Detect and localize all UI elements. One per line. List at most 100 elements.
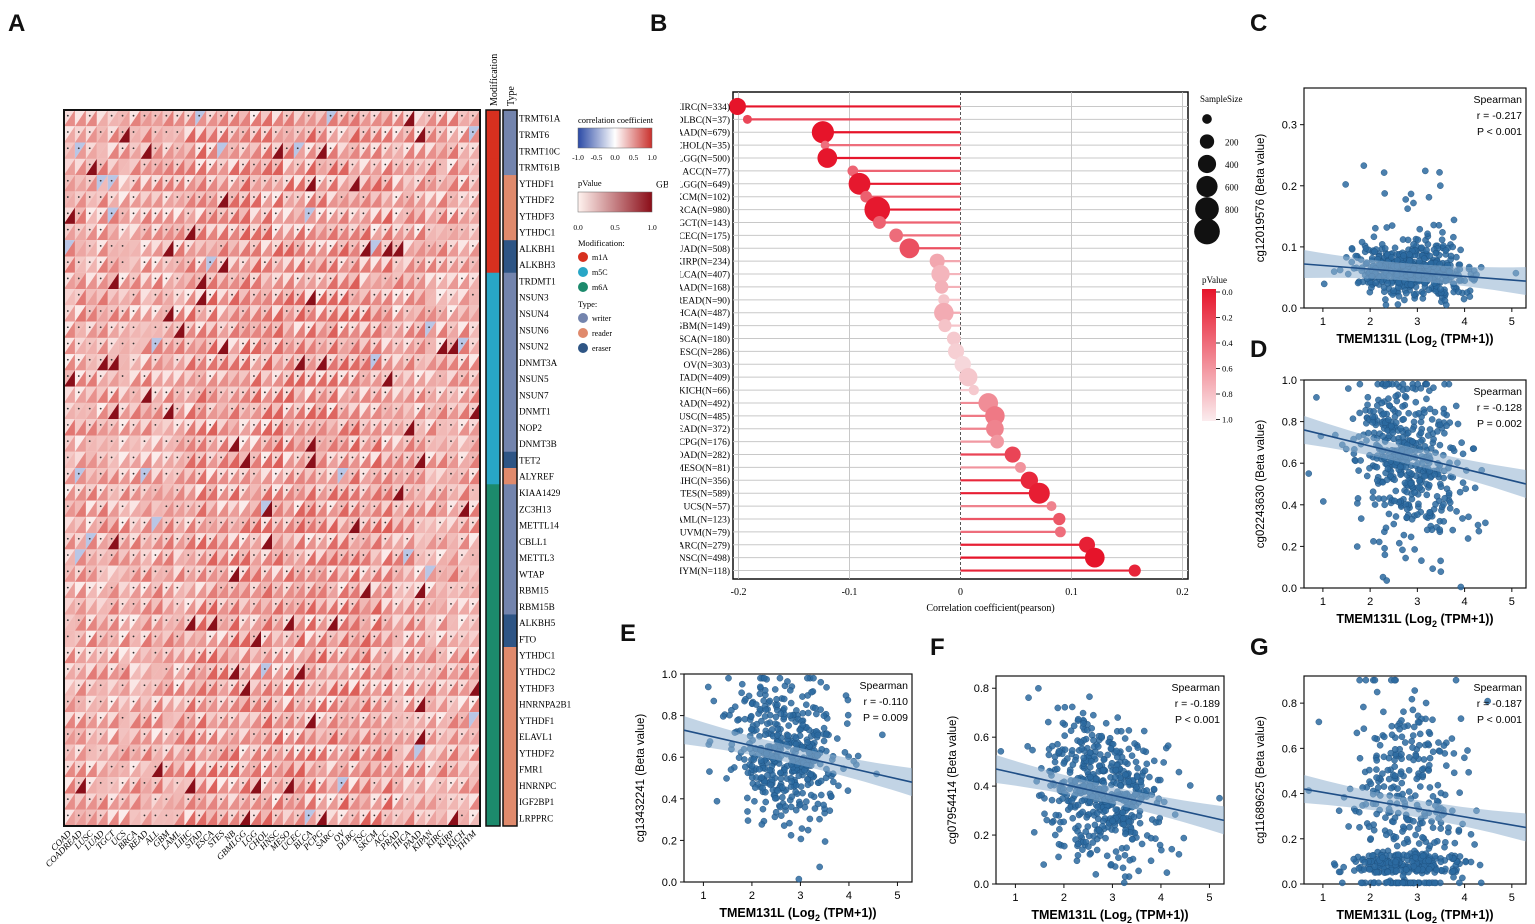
- heatmap-cell-lower: [293, 337, 305, 355]
- heatmap-cell-lower: [239, 240, 251, 257]
- heatmap-cell-lower: [458, 435, 470, 452]
- heatmap-cell-lower: [250, 126, 262, 143]
- significance-dot: [362, 358, 365, 361]
- significance-dot: [154, 407, 157, 410]
- significance-dot: [263, 228, 266, 231]
- heatmap-cell-lower: [469, 272, 480, 289]
- significance-dot: [110, 440, 113, 443]
- heatmap-cell-lower: [315, 695, 327, 713]
- heatmap-cell-lower: [337, 321, 349, 338]
- significance-dot: [471, 505, 474, 508]
- heatmap-cell-lower: [162, 614, 174, 631]
- panel-label-f: F: [930, 634, 945, 661]
- heatmap-cell-lower: [206, 647, 218, 664]
- heatmap-cell-upper: [64, 549, 75, 566]
- heatmap-cell-upper: [447, 110, 459, 127]
- significance-dot: [274, 391, 277, 394]
- heatmap-cell-upper: [414, 435, 426, 452]
- heatmap-cell-lower: [403, 500, 415, 517]
- significance-dot: [176, 619, 179, 622]
- significance-dot: [318, 212, 321, 215]
- significance-dot: [242, 277, 244, 280]
- heatmap-cell-upper: [162, 126, 174, 143]
- heatmap-cell-upper: [85, 630, 97, 647]
- significance-dot: [274, 749, 277, 752]
- heatmap-cell-upper: [469, 451, 480, 468]
- heatmap-cell-lower: [425, 370, 437, 387]
- heatmap-cell-upper: [304, 158, 316, 176]
- heatmap-cell-upper: [239, 777, 251, 794]
- heatmap-cell-upper: [107, 337, 119, 355]
- heatmap-cell-upper: [239, 354, 251, 371]
- heatmap-cell-upper: [304, 223, 316, 241]
- significance-dot: [263, 554, 266, 556]
- heatmap-cell-lower: [239, 647, 251, 664]
- heatmap-cell-lower: [282, 695, 294, 713]
- heatmap-cell-lower: [173, 240, 185, 257]
- heatmap-cell-upper: [173, 809, 185, 826]
- heatmap-cell-upper: [414, 191, 426, 208]
- heatmap-cell-upper: [381, 110, 393, 127]
- significance-dot: [231, 293, 233, 296]
- significance-dot: [220, 668, 222, 670]
- heatmap-cell-lower: [326, 321, 338, 338]
- significance-dot: [307, 310, 310, 312]
- heatmap-cell-lower: [403, 240, 415, 257]
- significance-dot: [99, 456, 102, 459]
- heatmap-cell-lower: [304, 386, 316, 403]
- heatmap-cell-upper: [162, 451, 174, 468]
- heatmap-cell-lower: [403, 354, 415, 371]
- heatmap-cell-lower: [337, 500, 349, 517]
- heatmap-cell-upper: [293, 744, 305, 761]
- heatmap-cell-upper: [184, 451, 196, 468]
- heatmap-cell-upper: [304, 581, 316, 599]
- significance-dot: [296, 342, 299, 345]
- heatmap-cell-upper: [140, 533, 152, 550]
- heatmap-cell-upper: [217, 175, 229, 192]
- heatmap-cell-upper: [425, 354, 437, 371]
- heatmap-cell-lower: [337, 598, 349, 615]
- heatmap-cell-lower: [107, 142, 119, 159]
- heatmap-cell-lower: [228, 386, 240, 403]
- heatmap-cell-lower: [195, 744, 207, 761]
- significance-dot: [121, 326, 124, 329]
- heatmap-cell-upper: [436, 223, 448, 241]
- significance-dot: [274, 765, 277, 768]
- significance-dot: [450, 635, 452, 638]
- heatmap-cell-lower: [469, 451, 480, 468]
- heatmap-cell-lower: [162, 549, 174, 566]
- significance-dot: [373, 472, 376, 475]
- heatmap-cell-lower: [118, 402, 130, 420]
- heatmap-cell-upper: [118, 110, 130, 127]
- heatmap-cell-lower: [282, 500, 294, 517]
- heatmap-cell-upper: [107, 386, 119, 403]
- significance-dot: [198, 407, 201, 410]
- significance-dot: [198, 733, 201, 735]
- significance-dot: [318, 635, 321, 638]
- heatmap-cell-lower: [370, 647, 382, 664]
- type-bar-cell: [503, 614, 517, 632]
- heatmap-cell-lower: [348, 679, 360, 696]
- heatmap-cell-lower: [206, 240, 218, 257]
- heatmap-cell-upper: [282, 744, 294, 761]
- heatmap-cell-lower: [239, 484, 251, 501]
- significance-dot: [132, 423, 135, 426]
- heatmap-cell-lower: [315, 679, 327, 696]
- heatmap-cell-upper: [217, 158, 229, 176]
- significance-dot: [99, 244, 102, 247]
- heatmap-cell-upper: [348, 630, 360, 647]
- heatmap-cell-lower: [436, 289, 448, 306]
- heatmap-cell-lower: [370, 630, 382, 647]
- heatmap-cell-upper: [261, 451, 272, 468]
- heatmap-cell-upper: [337, 126, 349, 143]
- heatmap-cell-lower: [184, 647, 196, 664]
- significance-dot: [110, 423, 113, 426]
- heatmap-cell-lower: [85, 370, 97, 387]
- heatmap-cell-upper: [436, 484, 448, 501]
- heatmap-cell-upper: [293, 728, 305, 745]
- significance-dot: [351, 472, 354, 475]
- heatmap-cell-lower: [414, 321, 426, 338]
- significance-dot: [263, 407, 266, 410]
- significance-dot: [340, 212, 343, 215]
- significance-dot: [373, 423, 376, 426]
